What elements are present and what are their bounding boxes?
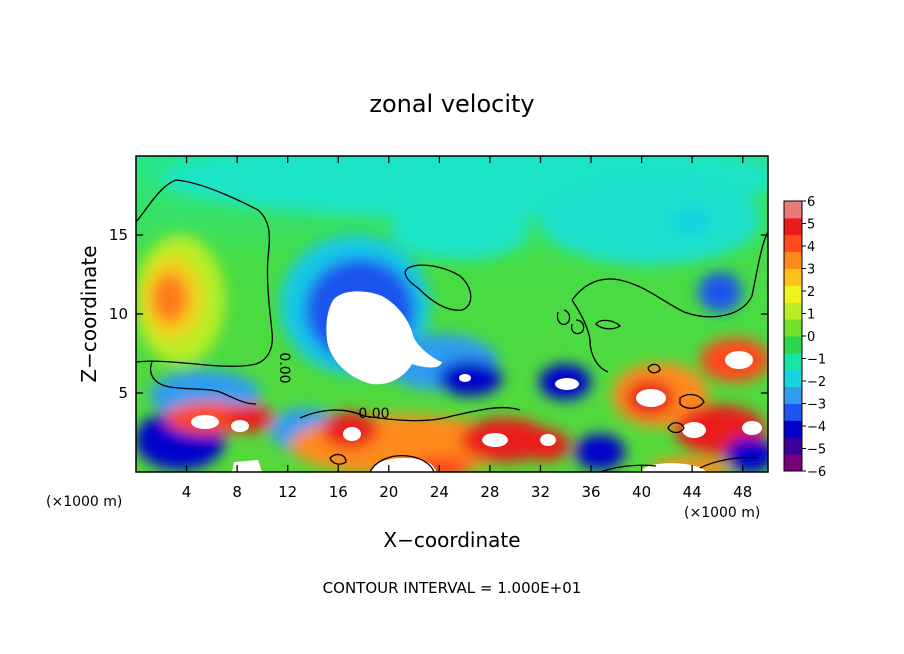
contour-line [667,422,685,434]
positive-saturation [482,433,508,447]
x-tick-label: 20 [379,483,398,501]
positive-saturation [370,458,436,472]
colorbar-swatch [784,234,802,253]
y-axis-label: Z−coordinate [77,245,101,382]
colorbar-swatch [784,319,802,337]
field-region [152,273,188,323]
colorbar-swatch [784,437,802,455]
x-tick-label: 12 [278,483,297,501]
negative-saturation [232,460,262,472]
colorbar-tick-label: −2 [807,375,826,390]
contour-line [369,454,435,472]
colorbar-swatch [784,386,802,404]
x-tick-label: 4 [182,483,192,501]
y-tick-label: 5 [118,384,128,402]
y-tick-label: 15 [109,226,128,244]
negative-saturation [326,291,442,385]
positive-saturation [636,389,666,407]
contour-line [647,363,661,374]
colorbar-swatch [784,403,802,421]
y-ticks: 5 10 15 [109,226,768,402]
contour-line [571,231,768,318]
colorbar-tick-label: 6 [807,195,815,210]
contour-label: 0.00 [358,406,389,422]
positive-saturation [343,427,361,441]
colorbar-tick-label: −6 [807,465,826,480]
negative-saturation [459,374,471,382]
x-tick-label: 16 [329,483,348,501]
field-region [575,434,625,470]
colorbar-swatch [784,268,802,286]
contour-line [556,309,571,326]
colorbar-tick-label: 1 [807,308,815,323]
field-region [698,272,742,312]
contour-line [571,299,609,373]
colorbar-tick-label: 2 [807,285,815,300]
x-ticks: 4 8 12 16 20 24 28 32 36 40 44 48 [182,156,752,501]
contour-line [599,464,657,472]
contour-line [699,456,759,469]
contour-line [570,319,585,335]
positive-saturation [540,434,556,446]
colorbar-tick-label: 4 [807,240,815,255]
contour-label: 0.00 [276,352,292,383]
x-tick-label: 8 [232,483,242,501]
colorbar-tick-label: −5 [807,443,826,458]
positive-saturation [640,463,706,472]
colorbar-swatch [784,285,802,303]
colorbar-swatch [784,217,802,236]
contour-line [404,264,472,311]
colorbar-swatch [784,369,802,388]
positive-saturation [191,415,219,429]
x-tick-label: 40 [632,483,651,501]
z-unit-label: (×1000 m) [46,494,122,510]
field-region [540,175,760,265]
contour-line [595,319,622,330]
field-region [725,437,768,472]
colorbar: 6 5 4 3 2 1 0 −1 −2 −3 −4 −5 −6 [783,195,826,480]
colorbar-swatch [784,336,802,354]
y-tick-label: 10 [109,305,128,323]
x-tick-label: 28 [480,483,499,501]
field-region [390,200,530,260]
contour-interval-note: CONTOUR INTERVAL = 1.000E+01 [323,579,582,597]
x-tick-label: 48 [733,483,752,501]
contour-line [136,179,274,367]
colorbar-swatch [784,420,802,438]
negative-saturation [555,378,579,390]
field-region [670,208,710,236]
contour-line [149,361,257,405]
positive-saturation [725,351,753,369]
colorbar-tick-label: 3 [807,263,815,278]
x-unit-label: (×1000 m) [684,505,760,521]
colorbar-swatch [784,201,802,219]
contour-line [329,453,347,465]
colorbar-swatch [784,454,802,472]
colorbar-tick-label: −3 [807,398,826,413]
contour-line [299,406,521,422]
chart-title: zonal velocity [369,90,534,118]
saturated-regions [191,291,762,472]
contour-line [679,393,705,409]
colorbar-tick-label: 5 [807,218,815,233]
plot-area [136,156,768,472]
colorbar-tick-label: 0 [807,330,815,345]
x-tick-label: 44 [683,483,702,501]
colorbar-tick-label: −4 [807,420,826,435]
x-tick-label: 32 [531,483,550,501]
colorbar-tick-label: −1 [807,353,826,368]
colorbar-swatch [784,251,802,269]
x-axis-label: X−coordinate [383,528,520,552]
colorbar-swatch [784,352,802,371]
x-tick-label: 36 [581,483,600,501]
x-tick-label: 24 [430,483,449,501]
zero-contours [136,179,768,472]
positive-saturation [682,422,706,438]
colorbar-swatch [784,302,802,320]
positive-saturation [742,421,762,435]
positive-saturation [231,420,249,432]
